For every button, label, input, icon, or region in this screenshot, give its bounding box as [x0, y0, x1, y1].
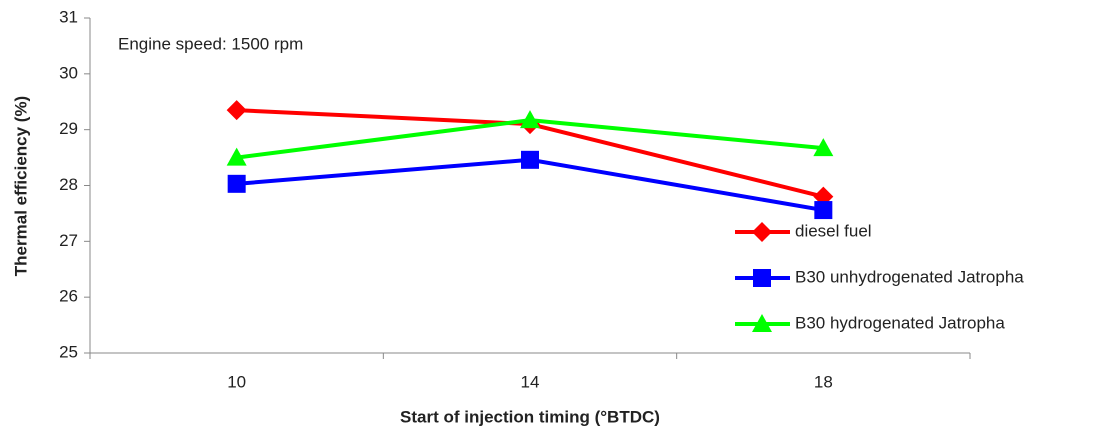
y-tick-label: 26	[59, 287, 78, 306]
y-tick-label: 25	[59, 342, 78, 361]
marker	[226, 100, 247, 121]
x-tick-label: 14	[521, 372, 540, 391]
marker	[814, 201, 833, 220]
legend-label: B30 unhydrogenated Jatropha	[795, 267, 1024, 286]
y-tick-label: 31	[59, 7, 78, 26]
marker	[813, 138, 834, 157]
x-tick-label: 10	[227, 372, 246, 391]
y-tick-label: 28	[59, 175, 78, 194]
y-tick-label: 30	[59, 63, 78, 82]
marker	[520, 110, 540, 129]
y-tick-label: 29	[59, 119, 78, 138]
y-axis-label: Thermal efficiency (%)	[11, 96, 30, 276]
marker	[521, 150, 539, 169]
marker	[753, 269, 771, 287]
annotation: Engine speed: 1500 rpm	[118, 34, 303, 53]
y-tick-label: 27	[59, 231, 78, 250]
legend-label: B30 hydrogenated Jatropha	[795, 313, 1005, 332]
x-tick-label: 18	[814, 372, 833, 391]
marker	[226, 147, 247, 166]
x-axis-label: Start of injection timing (°BTDC)	[400, 407, 660, 426]
marker	[227, 174, 246, 193]
marker	[752, 314, 772, 332]
legend-label: diesel fuel	[795, 221, 872, 240]
marker	[752, 222, 772, 242]
